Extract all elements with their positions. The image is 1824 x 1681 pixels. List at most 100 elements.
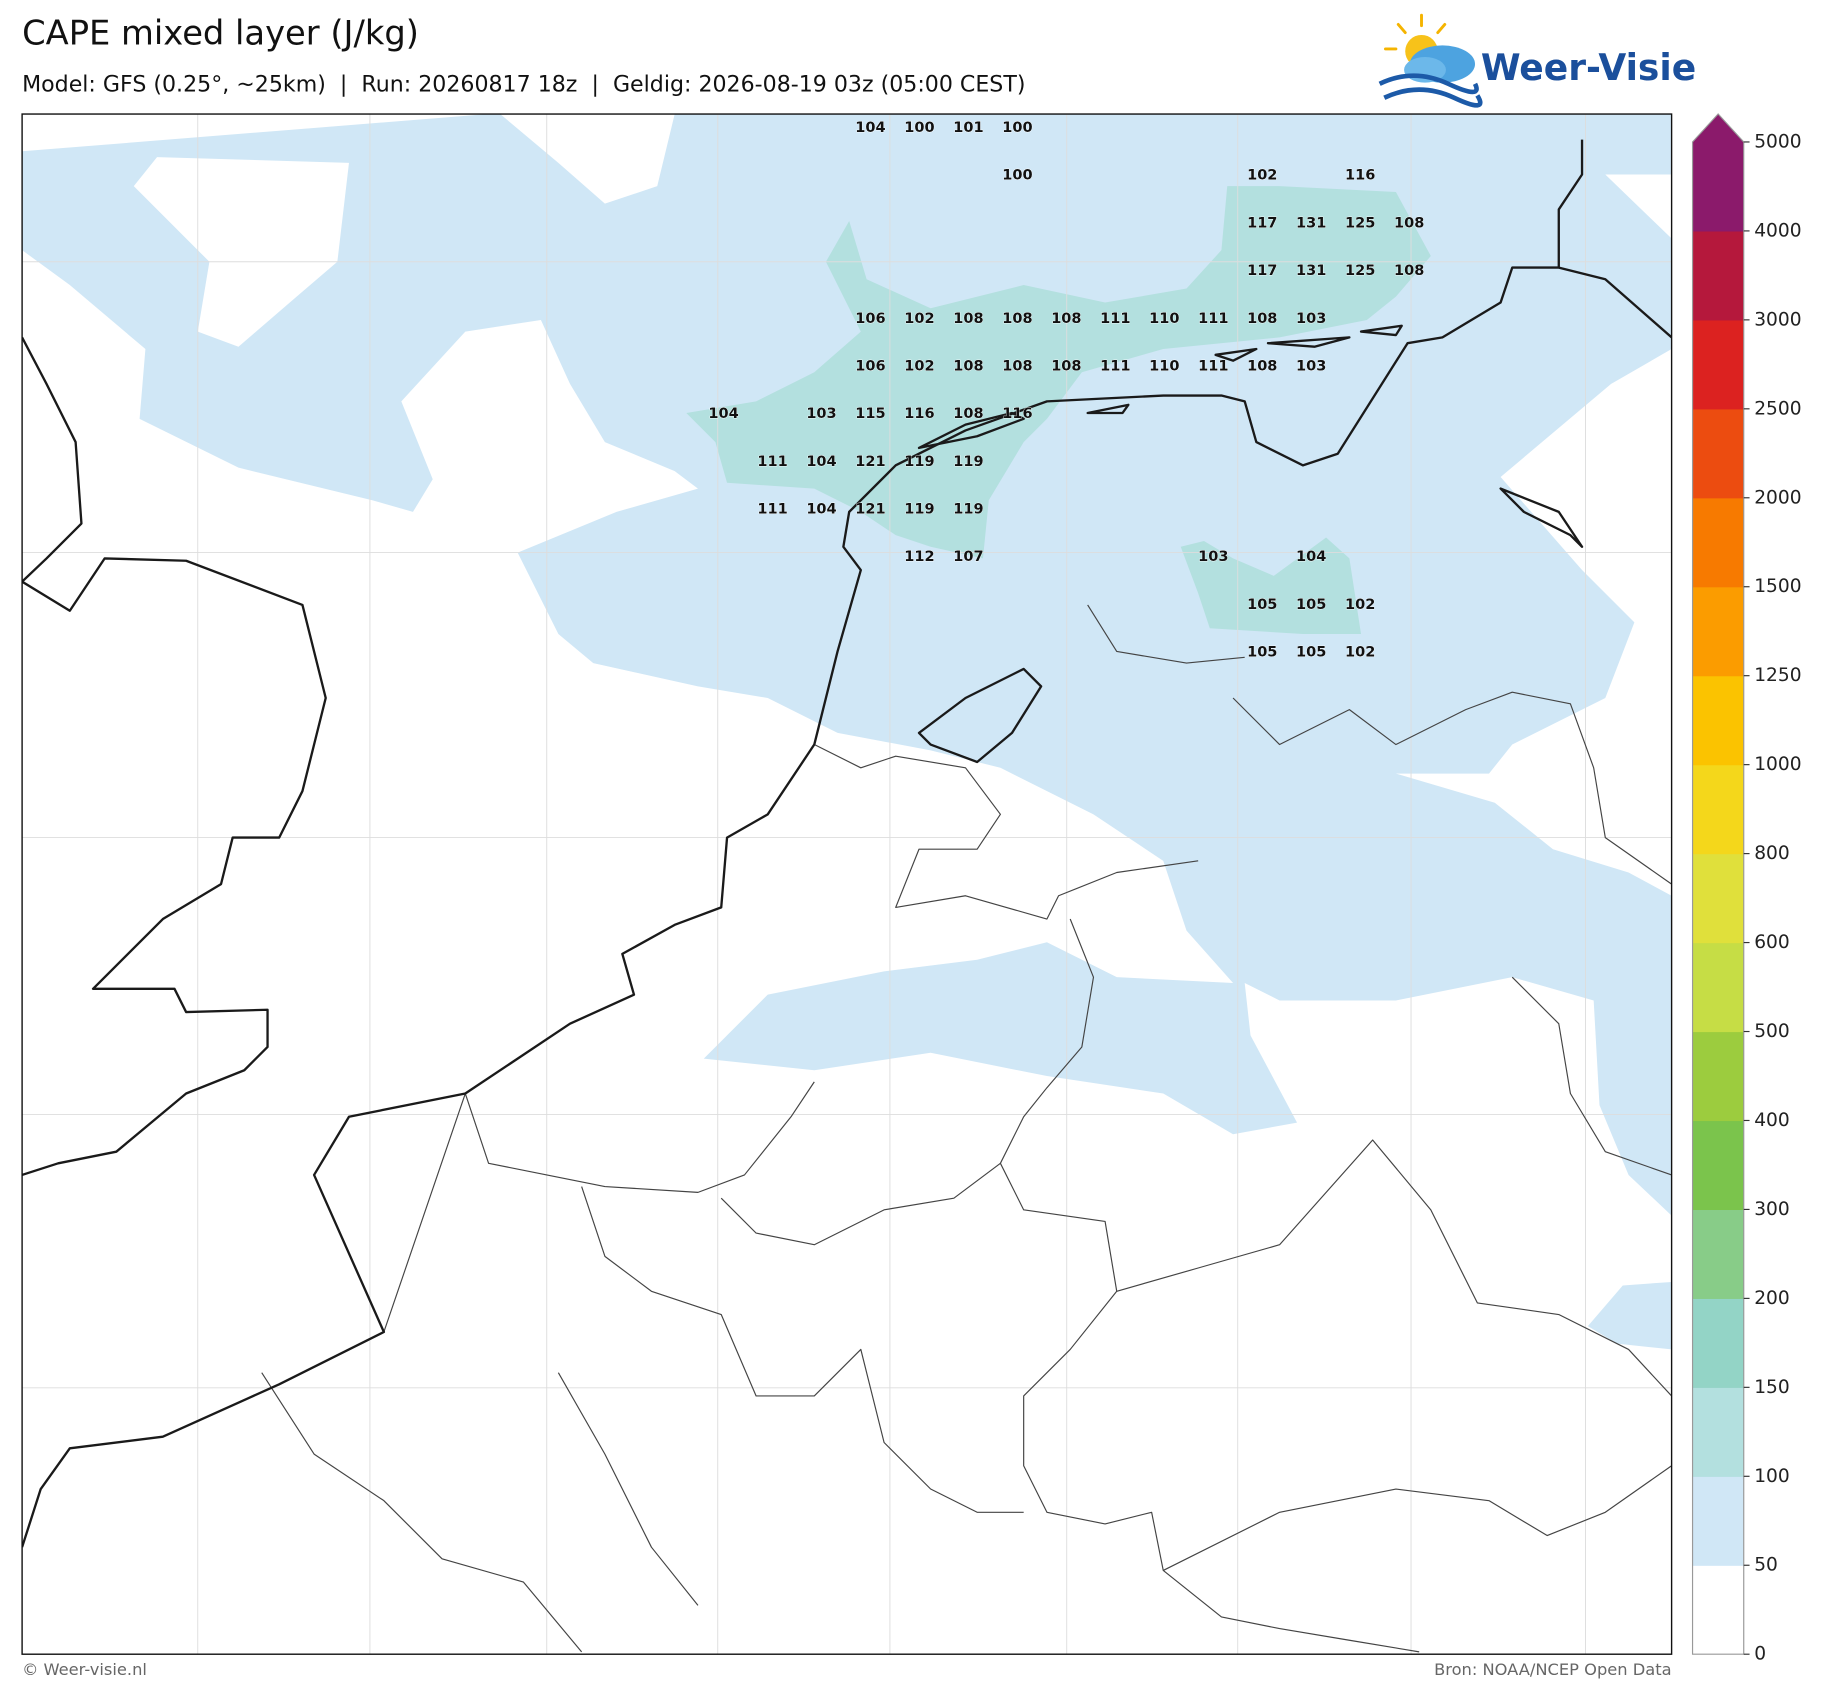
colorbar-tick-label: 150 xyxy=(1754,1377,1790,1398)
colorbar-tick-label: 100 xyxy=(1754,1466,1790,1487)
colorbar-outline xyxy=(1691,113,1745,1655)
colorbar-segment xyxy=(1692,319,1744,410)
cape-label: 108 xyxy=(953,406,983,422)
colorbar-tick-label: 300 xyxy=(1754,1199,1790,1220)
cape-label: 117 xyxy=(1247,215,1277,231)
colorbar-segment xyxy=(1692,408,1744,499)
cape-label: 108 xyxy=(1002,358,1032,374)
colorbar-tick-label: 1500 xyxy=(1754,576,1801,597)
cape-label: 102 xyxy=(904,311,934,327)
cape-label: 108 xyxy=(1247,358,1277,374)
cape-label: 102 xyxy=(904,358,934,374)
cape-label: 108 xyxy=(1051,311,1081,327)
cape-label: 104 xyxy=(806,454,836,470)
cape-label: 111 xyxy=(1100,311,1130,327)
cape-label: 119 xyxy=(953,502,983,518)
colorbar-tick-label: 400 xyxy=(1754,1110,1790,1131)
logo-text: Weer-Visie xyxy=(1481,47,1696,89)
cape-label: 116 xyxy=(904,406,934,422)
colorbar-segment xyxy=(1692,1565,1744,1655)
cape-label: 101 xyxy=(953,120,983,136)
cape-label: 125 xyxy=(1345,215,1375,231)
cape-label: 104 xyxy=(806,502,836,518)
cape-label: 102 xyxy=(1345,597,1375,613)
colorbar-segment xyxy=(1692,853,1744,944)
cape-label: 103 xyxy=(1198,549,1228,565)
cape-label: 105 xyxy=(1247,597,1277,613)
title: CAPE mixed layer (J/kg) xyxy=(22,13,419,52)
colorbar-segment xyxy=(1692,141,1744,232)
cape-label: 117 xyxy=(1247,263,1277,279)
colorbar-tick-label: 50 xyxy=(1754,1555,1778,1576)
cape-label: 119 xyxy=(904,454,934,470)
colorbar-segment xyxy=(1692,1120,1744,1211)
colorbar-tick-label: 4000 xyxy=(1754,220,1801,241)
cape-label: 102 xyxy=(1247,168,1277,184)
cape-label: 106 xyxy=(855,311,885,327)
colorbar-tick-label: 1000 xyxy=(1754,754,1801,775)
cape-label: 110 xyxy=(1149,311,1179,327)
coastlines xyxy=(22,139,1672,1548)
cape-label: 108 xyxy=(1394,263,1424,279)
subtitle: Model: GFS (0.25°, ~25km) | Run: 2026081… xyxy=(22,71,1025,97)
cape-label: 108 xyxy=(1247,311,1277,327)
colorbar-tick-label: 500 xyxy=(1754,1021,1790,1042)
cape-label: 104 xyxy=(708,406,738,422)
cape-label: 112 xyxy=(904,549,934,565)
cape-label: 104 xyxy=(855,120,885,136)
cape-label: 107 xyxy=(953,549,983,565)
colorbar-segment xyxy=(1692,1209,1744,1299)
cape-label: 106 xyxy=(855,358,885,374)
colorbar-segment xyxy=(1692,1476,1744,1566)
cape-label: 111 xyxy=(1198,358,1228,374)
colorbar-tick-label: 0 xyxy=(1754,1644,1766,1665)
cape-label: 111 xyxy=(1198,311,1228,327)
cape-label: 131 xyxy=(1296,215,1326,231)
point-labels: 104 100 101 100 100 102 116 117 131 125 108 117 131 1… xyxy=(708,120,1425,661)
cape-label: 103 xyxy=(1296,311,1326,327)
cape-label: 103 xyxy=(1296,358,1326,374)
colorbar-tick-label: 2500 xyxy=(1754,398,1801,419)
colorbar-tick-label: 200 xyxy=(1754,1288,1790,1309)
colorbar-segment xyxy=(1692,1298,1744,1388)
cape-label: 116 xyxy=(1002,406,1032,422)
cape-label: 115 xyxy=(855,406,885,422)
colorbar-extend xyxy=(1692,114,1744,142)
borders xyxy=(261,604,1672,1653)
colorbar: 0 50 100 150 200 300 400 500 600 800 1000 1250 1500 2… xyxy=(1691,113,1802,1665)
footer-left: © Weer-visie.nl xyxy=(22,1660,147,1679)
colorbar-tick-label: 2000 xyxy=(1754,487,1801,508)
map-area: 104 100 101 100 100 102 116 117 131 125 108 117 131 1… xyxy=(22,114,1672,1655)
cape-label: 119 xyxy=(904,502,934,518)
map-frame xyxy=(21,113,1673,1655)
colorbar-tick-label: 5000 xyxy=(1754,131,1801,152)
cape-label: 108 xyxy=(953,358,983,374)
colorbar-segment xyxy=(1692,586,1744,677)
cape-label: 131 xyxy=(1296,263,1326,279)
cape-50-region xyxy=(22,114,1672,1350)
cape-label: 108 xyxy=(1002,311,1032,327)
cape-label: 108 xyxy=(1394,215,1424,231)
cape-label: 103 xyxy=(806,406,836,422)
colorbar-tick-label: 800 xyxy=(1754,843,1790,864)
colorbar-segment xyxy=(1692,230,1744,321)
colorbar-segment xyxy=(1692,497,1744,588)
footer-right: Bron: NOAA/NCEP Open Data xyxy=(1434,1660,1672,1679)
logo-icon xyxy=(1378,13,1483,108)
cape-label: 100 xyxy=(904,120,934,136)
cape-label: 121 xyxy=(855,502,885,518)
colorbar-segment xyxy=(1692,942,1744,1033)
colorbar-segment xyxy=(1692,1031,1744,1122)
cape-label: 108 xyxy=(953,311,983,327)
cape-label: 125 xyxy=(1345,263,1375,279)
cape-label: 110 xyxy=(1149,358,1179,374)
cape-label: 105 xyxy=(1296,597,1326,613)
cape-label: 121 xyxy=(855,454,885,470)
colorbar-tick-label: 3000 xyxy=(1754,309,1801,330)
cape-label: 119 xyxy=(953,454,983,470)
cape-label: 105 xyxy=(1296,645,1326,661)
cape-label: 100 xyxy=(1002,168,1032,184)
colorbar-segment xyxy=(1692,1387,1744,1477)
